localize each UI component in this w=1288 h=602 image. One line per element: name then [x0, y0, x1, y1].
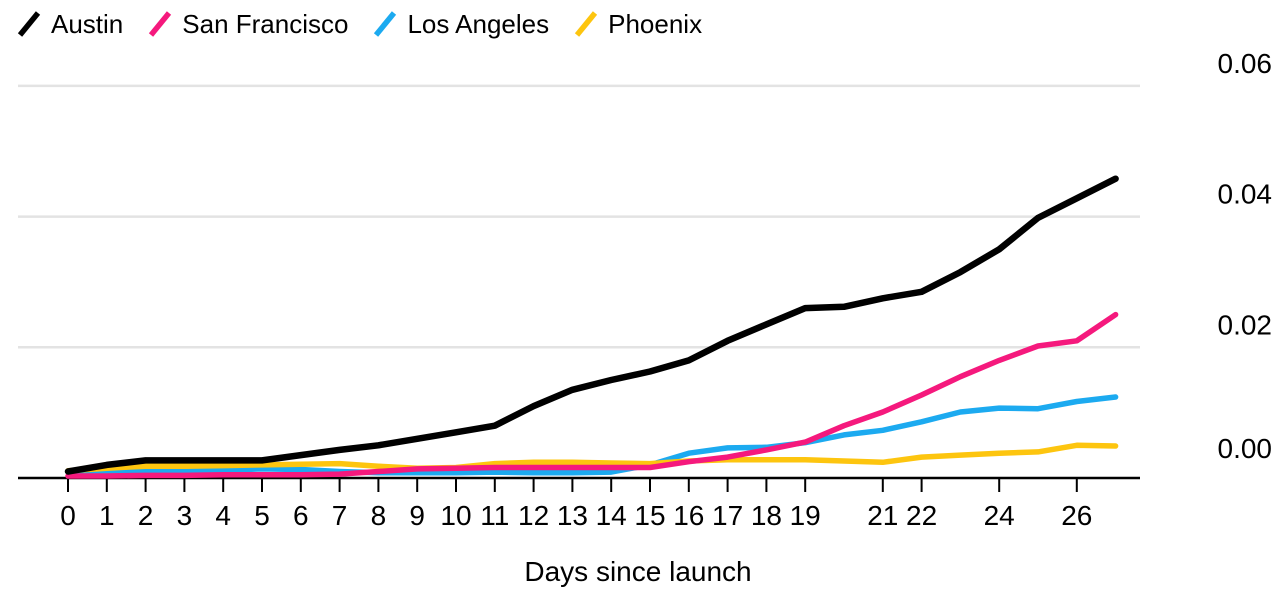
x-tick-label: 18 — [751, 500, 782, 531]
x-tick-label: 26 — [1061, 500, 1092, 531]
series-lines — [64, 175, 1119, 479]
legend-item-austin: Austin — [16, 8, 123, 40]
legend-slash-icon — [374, 11, 397, 37]
x-tick-label: 6 — [293, 500, 309, 531]
x-tick-label: 0 — [60, 500, 76, 531]
x-tick-label: 15 — [634, 500, 665, 531]
x-tick-label: 22 — [906, 500, 937, 531]
y-tick-label: 0.04 — [1218, 179, 1273, 210]
legend-slash-icon — [574, 11, 598, 37]
series-line-phoenix — [65, 442, 1119, 474]
legend-label: Austin — [51, 9, 124, 39]
legend-item-phoenix: Phoenix — [573, 8, 702, 40]
x-tick-label: 13 — [557, 500, 588, 531]
x-tick-label: 21 — [867, 500, 898, 531]
x-tick-label: 1 — [99, 500, 115, 531]
x-tick-label: 14 — [596, 500, 627, 531]
x-tick-label: 9 — [409, 500, 425, 531]
legend: Austin San Francisco Los Angeles Phoenix — [16, 8, 702, 40]
x-tick-label: 8 — [371, 500, 387, 531]
x-tick-label: 10 — [440, 500, 471, 531]
legend-label: Phoenix — [608, 9, 703, 39]
x-axis-title: Days since launch — [524, 556, 751, 587]
x-tick-label: 16 — [673, 500, 704, 531]
legend-slash-icon — [17, 11, 41, 37]
x-tick-label: 19 — [790, 500, 821, 531]
x-tick-label: 2 — [138, 500, 154, 531]
series-line-san-francisco — [65, 311, 1119, 479]
x-tick-label: 5 — [254, 500, 270, 531]
legend-label: Los Angeles — [407, 9, 550, 39]
y-tick-label: 0.06 — [1218, 48, 1273, 79]
series-line-austin — [64, 175, 1119, 475]
legend-item-san-francisco: San Francisco — [147, 8, 348, 40]
x-tick-label: 12 — [518, 500, 549, 531]
x-tick-label: 3 — [177, 500, 193, 531]
legend-label: San Francisco — [182, 9, 349, 39]
x-tick-label: 11 — [480, 500, 509, 531]
gridlines — [18, 84, 1140, 480]
y-tick-label: 0.02 — [1218, 309, 1273, 340]
y-tick-label: 0.00 — [1218, 433, 1273, 464]
y-axis-labels: 0.00 0.02 0.04 0.06 — [1218, 48, 1273, 464]
x-tick-label: 17 — [712, 500, 743, 531]
legend-slash-icon — [149, 11, 172, 37]
legend-item-los-angeles: Los Angeles — [372, 8, 549, 40]
series-line-los-angeles — [65, 394, 1119, 476]
x-axis: 0 1 2 3 4 5 6 7 8 9 10 11 12 13 14 15 16 17 18 19 21 22 24 26 — [60, 479, 1092, 531]
x-tick-label: 24 — [984, 500, 1015, 531]
x-tick-label: 4 — [215, 500, 231, 531]
x-tick-label: 7 — [332, 500, 348, 531]
